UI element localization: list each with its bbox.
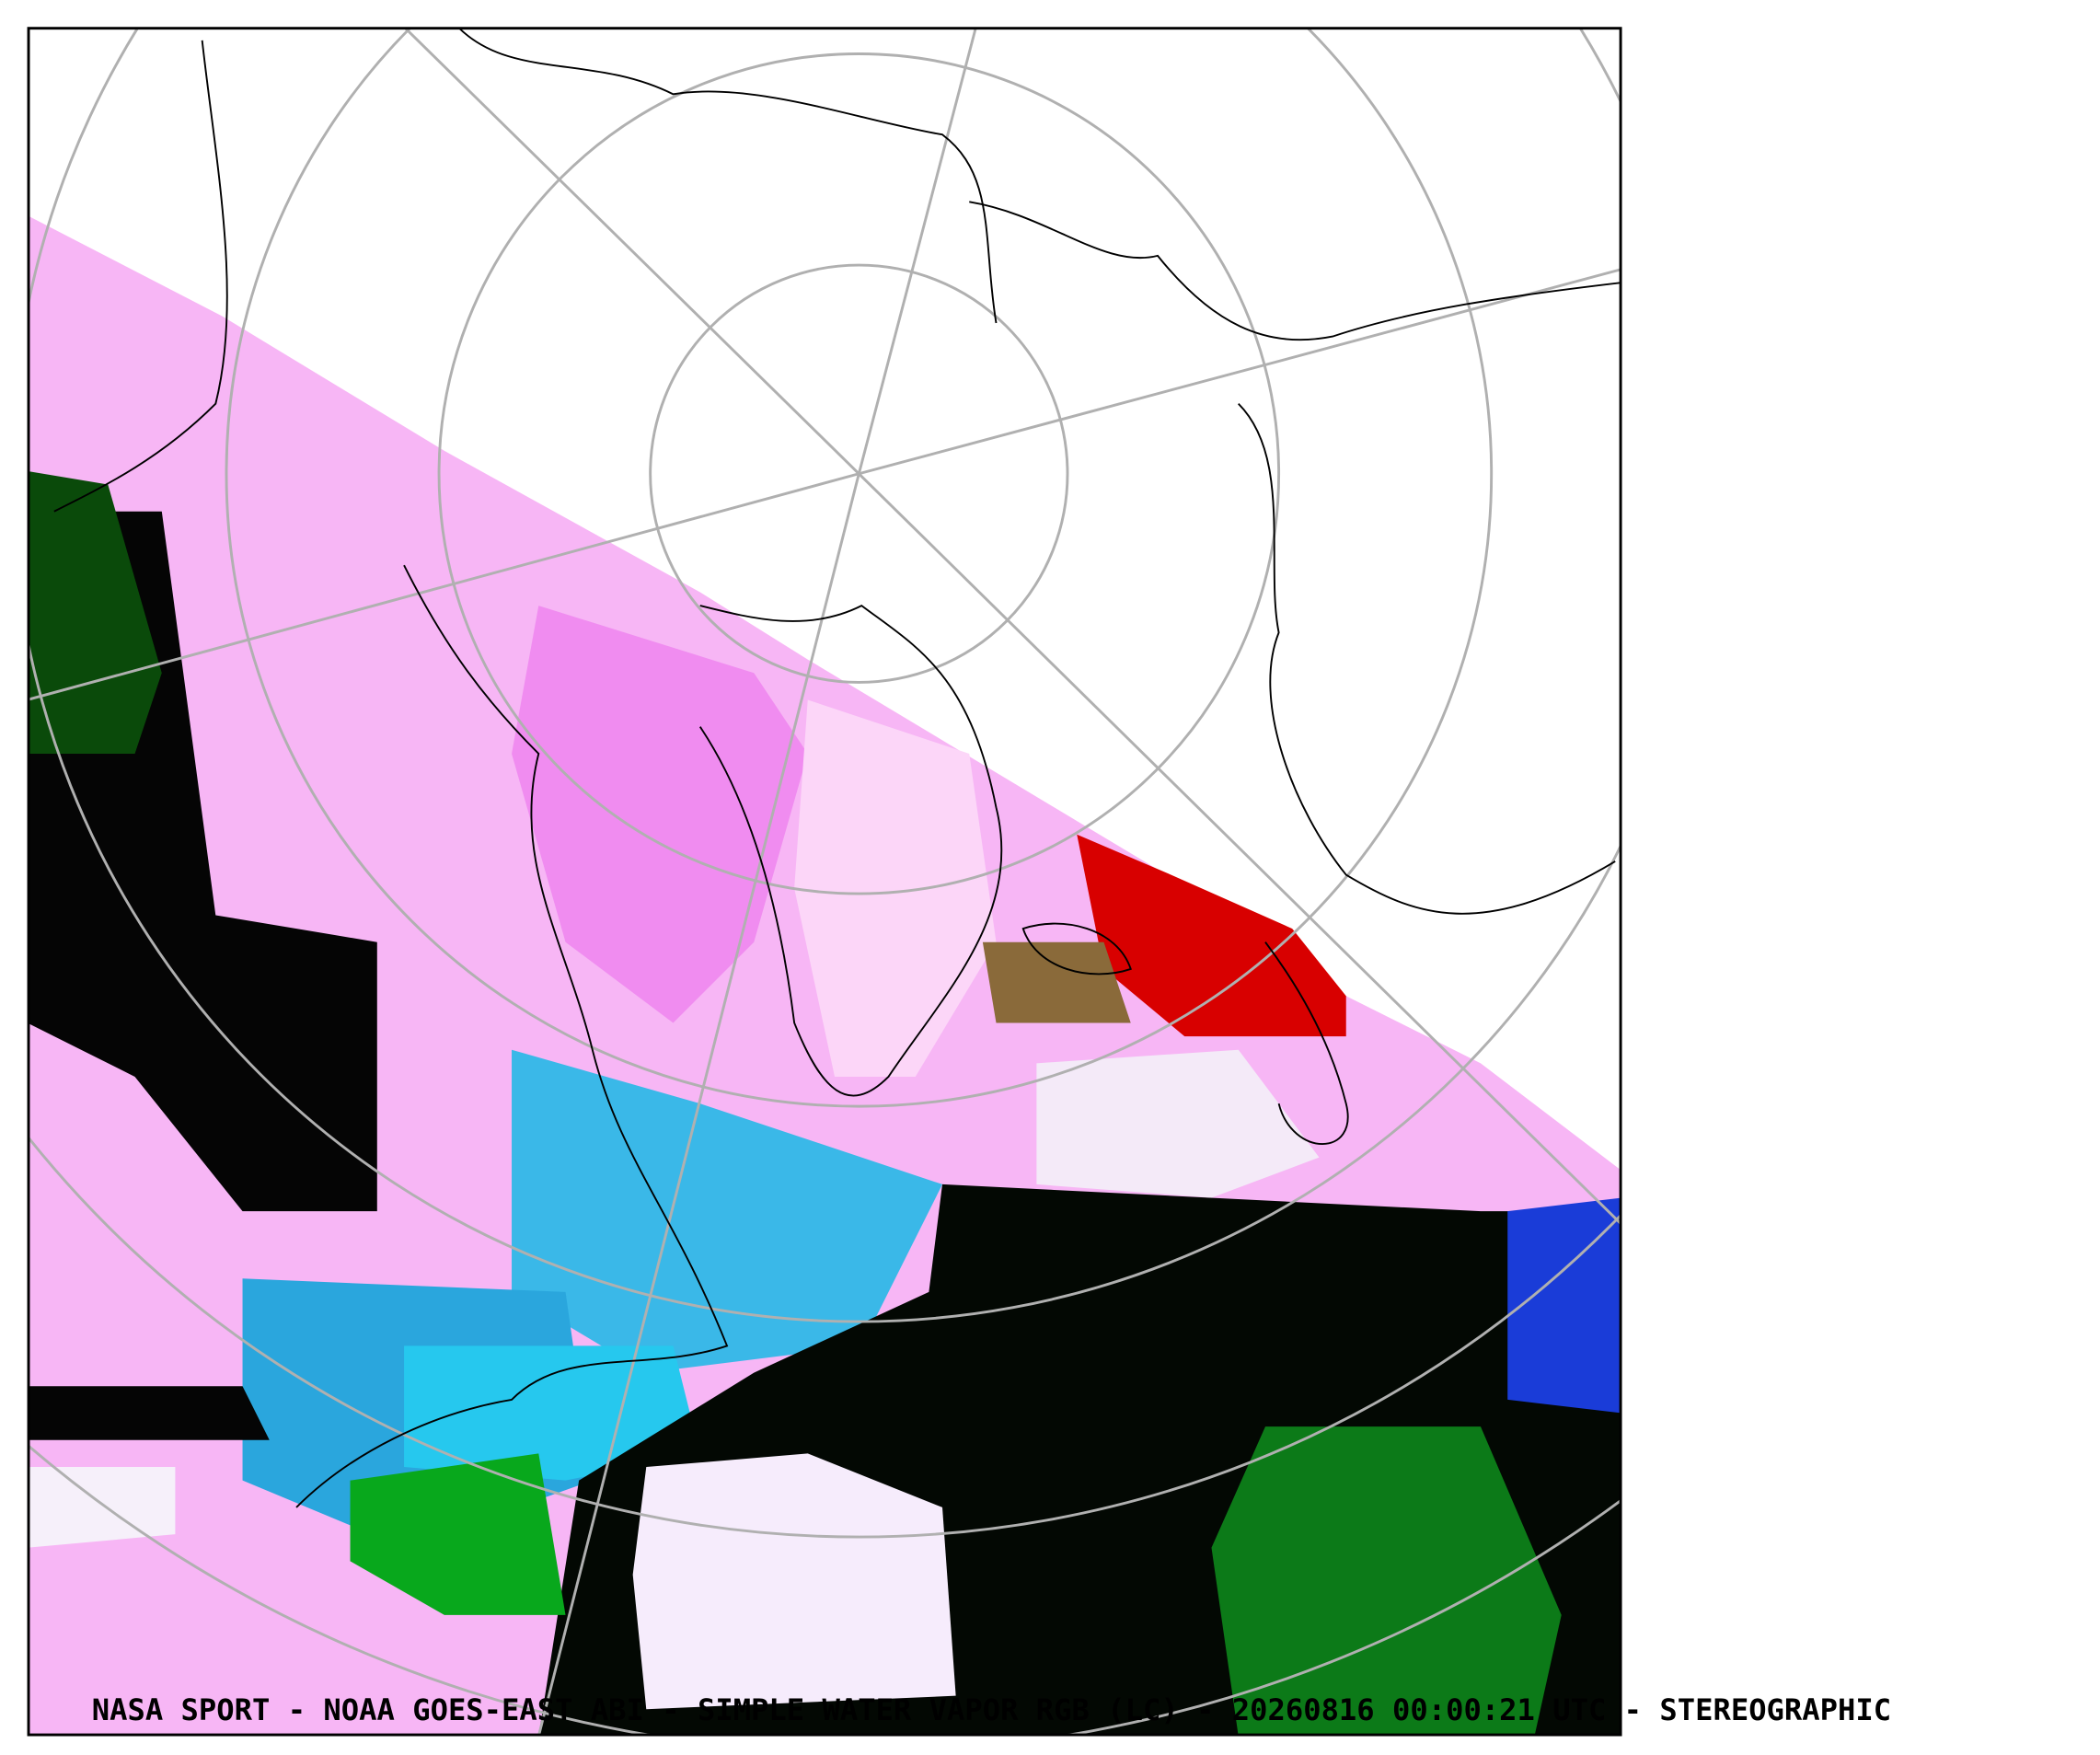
green-ocean: [350, 1453, 566, 1615]
meridian: [858, 472, 1621, 1226]
latitude-circle: [225, 28, 1493, 1108]
black-band: [29, 1386, 270, 1440]
coastline: [969, 201, 1621, 341]
meridian: [29, 472, 860, 701]
meridian: [857, 28, 977, 475]
coastline: [1021, 922, 1132, 976]
white-coast: [29, 1467, 176, 1548]
coastline: [457, 28, 998, 324]
coastline: [295, 564, 729, 1508]
latitude-circle: [29, 28, 1621, 1323]
blue-region: [1507, 1197, 1621, 1414]
magenta-band: [512, 606, 808, 1023]
latitude-circle: [29, 1135, 1621, 1539]
coastline: [1264, 941, 1349, 1146]
map-frame: [27, 27, 1622, 1737]
coastline: [53, 40, 228, 513]
white-blob: [1036, 1049, 1320, 1198]
green-region: [29, 471, 162, 754]
latitude-circle: [437, 52, 1281, 895]
cyan-band: [404, 1345, 700, 1481]
latitude-circle: [649, 263, 1069, 684]
coastlines: [53, 28, 1621, 1508]
meridian: [858, 268, 1621, 476]
satellite-layer: [29, 215, 1621, 1736]
coastline: [1238, 403, 1616, 915]
coastline: [698, 604, 1003, 1097]
white-blob: [632, 1453, 956, 1710]
meridian: [403, 28, 860, 475]
cyan-band: [512, 1049, 943, 1373]
brown-region: [982, 941, 1131, 1023]
caption: NASA SPORT - NOAA GOES-EAST ABI - SIMPLE…: [92, 1692, 1891, 1727]
red-region: [1077, 834, 1346, 1037]
meridian: [537, 473, 860, 1736]
light-pink: [794, 699, 997, 1077]
green-ocean: [1211, 1426, 1562, 1736]
